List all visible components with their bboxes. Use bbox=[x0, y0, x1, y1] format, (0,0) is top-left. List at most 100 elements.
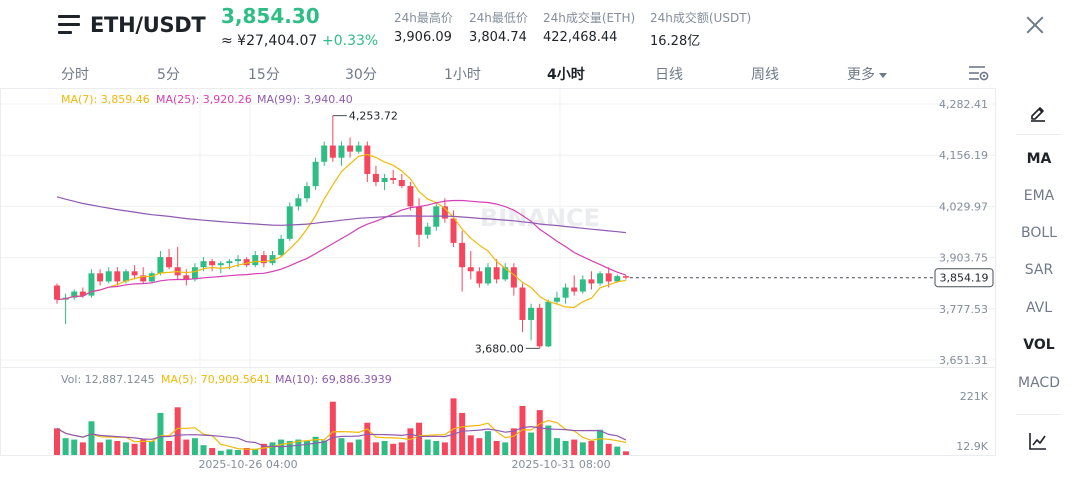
candle-body bbox=[459, 242, 466, 268]
menu-icon[interactable] bbox=[58, 15, 80, 35]
volume-bar bbox=[269, 442, 276, 455]
tab-30m[interactable]: 30分 bbox=[345, 67, 377, 83]
candle-body bbox=[605, 273, 612, 282]
volume-bar bbox=[536, 410, 543, 455]
tab-1d[interactable]: 日线 bbox=[655, 67, 683, 83]
candle-body bbox=[441, 206, 448, 219]
tab-4h[interactable]: 4小时 bbox=[547, 67, 585, 83]
volume-bar bbox=[485, 431, 491, 455]
volume-bar bbox=[295, 439, 302, 455]
candle-body bbox=[269, 255, 276, 264]
indicator-macd[interactable]: MACD bbox=[1018, 375, 1060, 391]
volume-bar bbox=[71, 439, 78, 455]
divider bbox=[1016, 414, 1062, 415]
volume-bar bbox=[545, 425, 552, 455]
stat-label: 24h最高价 bbox=[394, 11, 453, 25]
volume-bar bbox=[571, 439, 578, 455]
volume-tick-label: 221K bbox=[960, 390, 989, 403]
chevron-down-icon bbox=[879, 72, 887, 78]
legend-ma7: MA(7): 3,859.46 bbox=[61, 93, 150, 106]
price-tick-label: 4,156.19 bbox=[939, 149, 988, 162]
candle-body bbox=[372, 173, 379, 183]
candle-body bbox=[545, 301, 552, 347]
candle-body bbox=[235, 259, 242, 262]
binance-watermark: BINANCE bbox=[480, 204, 600, 232]
candle-body bbox=[597, 273, 604, 284]
candle-body bbox=[528, 307, 535, 320]
volume-bar bbox=[235, 449, 242, 455]
candle-body bbox=[166, 257, 173, 268]
stat-value: 3,804.74 bbox=[469, 30, 527, 45]
tab-15m[interactable]: 15分 bbox=[248, 67, 280, 83]
cny-price: ≈ ¥27,404.07 bbox=[221, 33, 318, 49]
tab-time[interactable]: 分时 bbox=[61, 67, 89, 83]
candle-body bbox=[295, 198, 302, 207]
stat-label: 24h最低价 bbox=[469, 11, 528, 25]
candle-body bbox=[502, 267, 509, 280]
volume-bar bbox=[476, 438, 483, 455]
volume-bar bbox=[416, 422, 423, 455]
tab-1w[interactable]: 周线 bbox=[751, 67, 779, 83]
volume-bar bbox=[433, 440, 440, 455]
volume-bar bbox=[312, 436, 319, 455]
volume-bars bbox=[54, 398, 629, 455]
candle-body bbox=[140, 275, 147, 282]
legend-ma10: MA(10): 69,886.3939 bbox=[275, 373, 392, 386]
legend-ma5: MA(5): 70,909.5641 bbox=[161, 373, 271, 386]
symbol-title[interactable]: ETH/USDT bbox=[90, 13, 206, 37]
stat-24h-turnover: 24h成交额(USDT) 16.28亿 bbox=[650, 9, 751, 49]
volume-bar bbox=[54, 428, 60, 455]
tab-more[interactable]: 更多 bbox=[847, 64, 887, 84]
pencil-draw-icon[interactable] bbox=[1028, 102, 1048, 122]
indicator-avl[interactable]: AVL bbox=[1025, 300, 1053, 316]
indicator-sar[interactable]: SAR bbox=[1024, 262, 1054, 278]
tab-5m[interactable]: 5分 bbox=[157, 67, 180, 83]
candle-body bbox=[71, 291, 78, 298]
ma-lines bbox=[56, 153, 627, 451]
header: ETH/USDT 3,854.30 ≈ ¥27,404.07 +0.33% 24… bbox=[0, 0, 1080, 56]
volume-bar bbox=[579, 442, 586, 455]
indicator-chart-icon[interactable] bbox=[1028, 431, 1048, 451]
candle-body bbox=[390, 177, 397, 181]
indicator-ema[interactable]: EMA bbox=[1023, 188, 1055, 204]
volume-bar bbox=[183, 439, 190, 455]
price-tick-label: 4,029.97 bbox=[939, 200, 988, 213]
volume-bar bbox=[553, 438, 560, 455]
volume-bar bbox=[562, 440, 569, 455]
volume-bar bbox=[243, 447, 250, 455]
volume-bar bbox=[88, 421, 95, 455]
price-tick-label: 3,777.53 bbox=[939, 303, 988, 316]
close-icon[interactable] bbox=[1024, 14, 1046, 36]
tab-more-label: 更多 bbox=[847, 67, 875, 83]
volume-bar bbox=[372, 442, 379, 455]
candle-body bbox=[226, 261, 233, 264]
volume-bar bbox=[148, 440, 155, 455]
candle-body bbox=[122, 271, 129, 282]
stat-value: 16.28亿 bbox=[650, 34, 701, 49]
volume-bar bbox=[191, 438, 198, 455]
tab-1h[interactable]: 1小时 bbox=[444, 67, 481, 83]
indicator-ma[interactable]: MA bbox=[1026, 151, 1052, 167]
indicator-boll[interactable]: BOLL bbox=[1021, 225, 1057, 241]
candle-body bbox=[416, 206, 423, 235]
chart-area[interactable]: BINANCE 4,282.41 4,156.19 4,029.97 3,903.75… bbox=[0, 88, 1000, 486]
volume-bar bbox=[605, 443, 612, 455]
stat-label: 24h成交量(ETH) bbox=[543, 11, 636, 25]
candle-body bbox=[519, 287, 526, 320]
volume-bar bbox=[424, 439, 431, 455]
volume-bar bbox=[502, 442, 509, 455]
volume-bar bbox=[174, 407, 181, 455]
chart-settings-icon[interactable] bbox=[968, 64, 990, 82]
candlestick-chart[interactable]: BINANCE 4,282.41 4,156.19 4,029.97 3,903.75… bbox=[0, 88, 1000, 486]
indicator-vol[interactable]: VOL bbox=[1023, 337, 1055, 353]
volume-bar bbox=[79, 442, 86, 455]
legend-vol: Vol: 12,887.1245 bbox=[61, 373, 155, 386]
volume-bar bbox=[226, 449, 233, 455]
candles bbox=[54, 115, 629, 349]
candle-body bbox=[252, 255, 259, 266]
candle-body bbox=[329, 145, 336, 158]
candle-body bbox=[148, 273, 155, 282]
legend-ma99: MA(99): 3,940.40 bbox=[257, 93, 353, 106]
candle-body bbox=[97, 273, 104, 282]
volume-bar bbox=[217, 450, 224, 455]
